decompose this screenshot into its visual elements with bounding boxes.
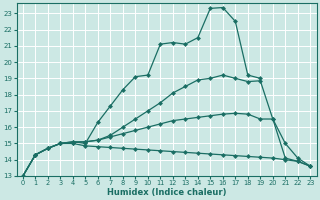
X-axis label: Humidex (Indice chaleur): Humidex (Indice chaleur)	[107, 188, 226, 197]
